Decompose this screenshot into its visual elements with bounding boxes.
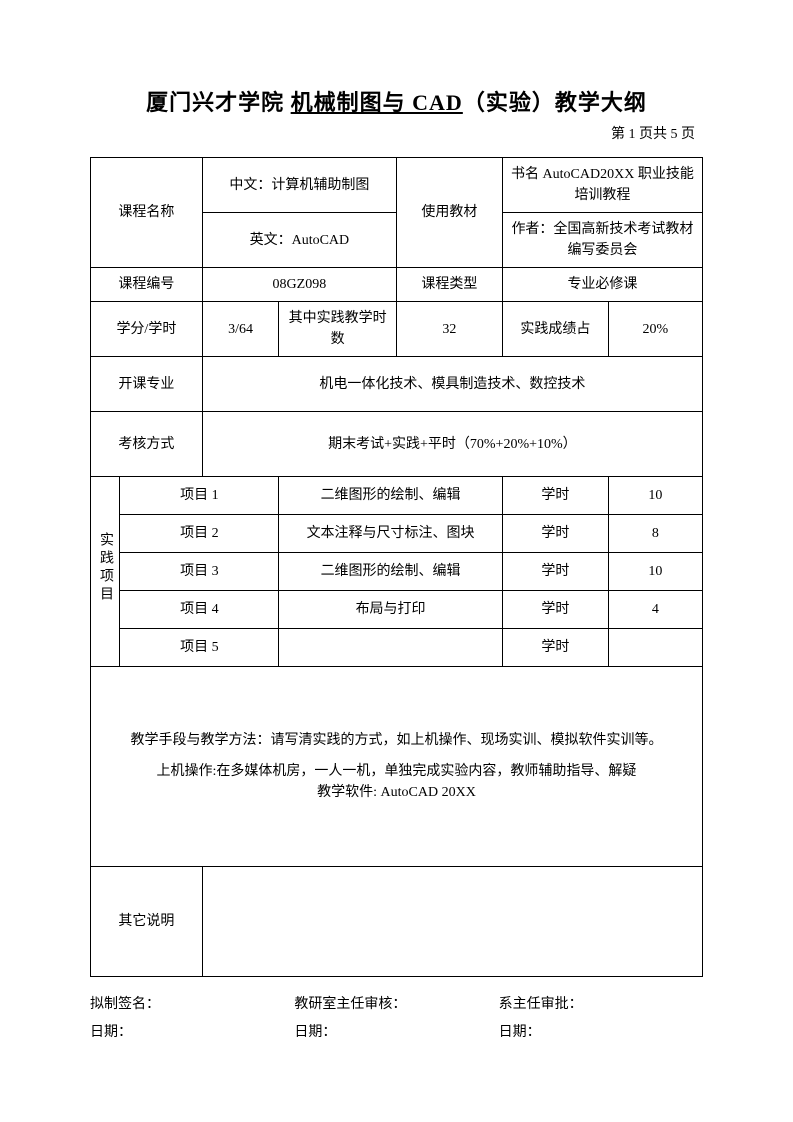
footer: 拟制签名： 教研室主任审核： 系主任审批： 日期： 日期： 日期： [90, 991, 703, 1047]
practice-hours-value: 32 [396, 302, 502, 357]
item-4-hour-label: 学时 [502, 591, 608, 629]
item-5-hours [608, 629, 702, 667]
item-2-desc: 文本注释与尺寸标注、图块 [279, 515, 503, 553]
footer-date-1: 日期： [90, 1019, 294, 1047]
item-4-no: 项目 4 [120, 591, 279, 629]
syllabus-table: 课程名称 中文：计算机辅助制图 使用教材 书名 AutoCAD20XX 职业技能… [90, 157, 703, 977]
item-5-hour-label: 学时 [502, 629, 608, 667]
label-course-type: 课程类型 [396, 268, 502, 302]
item-1-hour-label: 学时 [502, 477, 608, 515]
item-3-desc: 二维图形的绘制、编辑 [279, 553, 503, 591]
notes-line-2: 上机操作:在多媒体机房，一人一机，单独完成实验内容，教师辅助指导、解疑 [95, 761, 698, 782]
book-author: 作者：全国高新技术考试教材编写委员会 [502, 213, 702, 268]
item-4-desc: 布局与打印 [279, 591, 503, 629]
item-5-desc [279, 629, 503, 667]
footer-sign-3: 系主任审批： [499, 991, 703, 1019]
footer-date-3: 日期： [499, 1019, 703, 1047]
document-title: 厦门兴才学院 机械制图与 CAD（实验）教学大纲 [90, 85, 703, 117]
item-2-hour-label: 学时 [502, 515, 608, 553]
english-name: 英文：AutoCAD [202, 213, 396, 268]
teaching-notes: 教学手段与教学方法：请写清实践的方式，如上机操作、现场实训、模拟软件实训等。 上… [91, 667, 703, 867]
label-course-name: 课程名称 [91, 158, 203, 268]
label-credit-hours: 学分/学时 [91, 302, 203, 357]
item-3-no: 项目 3 [120, 553, 279, 591]
item-2-hours: 8 [608, 515, 702, 553]
label-practice-hours: 其中实践教学时数 [279, 302, 397, 357]
item-4-hours: 4 [608, 591, 702, 629]
credit-hours-value: 3/64 [202, 302, 278, 357]
item-1-hours: 10 [608, 477, 702, 515]
title-underlined: 机械制图与 CAD [291, 90, 463, 115]
course-code-value: 08GZ098 [202, 268, 396, 302]
label-practice-score: 实践成绩占 [502, 302, 608, 357]
notes-line-3: 教学软件: AutoCAD 20XX [95, 782, 698, 803]
notes-line-1: 教学手段与教学方法：请写清实践的方式，如上机操作、现场实训、模拟软件实训等。 [95, 730, 698, 751]
other-notes-value [202, 867, 702, 977]
title-suffix: （实验）教学大纲 [463, 90, 647, 115]
item-5-no: 项目 5 [120, 629, 279, 667]
label-course-code: 课程编号 [91, 268, 203, 302]
label-practice-items: 实践项目 [91, 477, 120, 667]
label-assess: 考核方式 [91, 412, 203, 477]
document-page: 厦门兴才学院 机械制图与 CAD（实验）教学大纲 第 1 页共 5 页 课程名称… [0, 0, 793, 1122]
item-3-hours: 10 [608, 553, 702, 591]
major-value: 机电一体化技术、模具制造技术、数控技术 [202, 357, 702, 412]
book-name: 书名 AutoCAD20XX 职业技能培训教程 [502, 158, 702, 213]
item-1-desc: 二维图形的绘制、编辑 [279, 477, 503, 515]
footer-sign-1: 拟制签名： [90, 991, 294, 1019]
footer-sign-2: 教研室主任审核： [294, 991, 498, 1019]
title-prefix: 厦门兴才学院 [146, 90, 291, 115]
chinese-name: 中文：计算机辅助制图 [202, 158, 396, 213]
label-other-notes: 其它说明 [91, 867, 203, 977]
footer-date-2: 日期： [294, 1019, 498, 1047]
item-2-no: 项目 2 [120, 515, 279, 553]
course-type-value: 专业必修课 [502, 268, 702, 302]
practice-score-value: 20% [608, 302, 702, 357]
item-3-hour-label: 学时 [502, 553, 608, 591]
label-major: 开课专业 [91, 357, 203, 412]
page-number: 第 1 页共 5 页 [90, 123, 703, 143]
label-textbook: 使用教材 [396, 158, 502, 268]
item-1-no: 项目 1 [120, 477, 279, 515]
assess-value: 期末考试+实践+平时（70%+20%+10%） [202, 412, 702, 477]
